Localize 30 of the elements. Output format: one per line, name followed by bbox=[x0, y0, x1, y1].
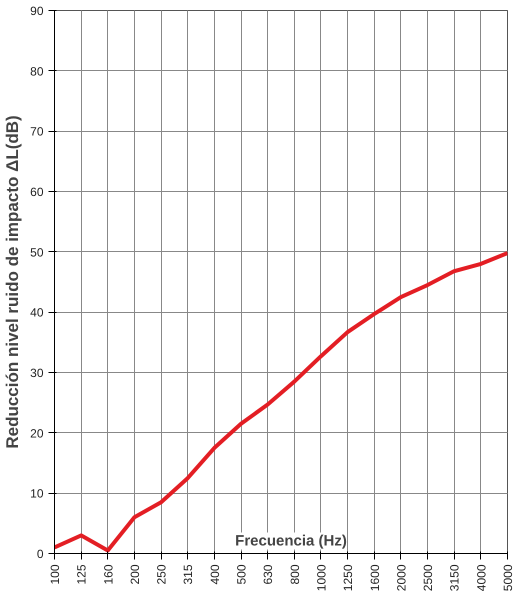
y-tick-label: 50 bbox=[30, 245, 44, 260]
y-tick-label: 40 bbox=[30, 306, 44, 320]
y-tick-label: 60 bbox=[30, 185, 44, 199]
x-tick-label: 125 bbox=[74, 564, 89, 585]
x-tick-label: 2000 bbox=[394, 564, 408, 592]
y-tick-label: 20 bbox=[30, 426, 44, 440]
x-tick-label: 1000 bbox=[314, 564, 328, 592]
y-tick-label: 70 bbox=[30, 124, 44, 139]
y-axis-title: Reducción nivel ruido de impacto ΔL(dB) bbox=[3, 115, 22, 449]
x-tick-label: 4000 bbox=[474, 564, 488, 592]
y-tick-label: 90 bbox=[30, 4, 44, 18]
x-tick-label: 400 bbox=[208, 564, 222, 585]
y-tick-label: 0 bbox=[36, 547, 44, 561]
x-tick-label: 2500 bbox=[421, 564, 436, 592]
x-tick-label: 250 bbox=[154, 564, 169, 585]
x-tick-label: 200 bbox=[128, 564, 142, 585]
x-tick-label: 500 bbox=[234, 564, 249, 585]
x-tick-label: 5000 bbox=[501, 564, 515, 592]
x-tick-label: 3150 bbox=[448, 564, 462, 592]
x-tick-label: 1600 bbox=[368, 564, 382, 592]
y-tick-label: 80 bbox=[30, 64, 44, 78]
x-tick-label: 800 bbox=[288, 564, 302, 585]
x-tick-label: 1250 bbox=[341, 564, 356, 592]
x-tick-label: 160 bbox=[101, 564, 116, 585]
x-tick-label: 630 bbox=[261, 564, 276, 585]
x-axis-title: Frecuencia (Hz) bbox=[235, 532, 347, 550]
y-tick-label: 10 bbox=[30, 486, 44, 501]
x-tick-label: 100 bbox=[48, 564, 62, 585]
x-tick-label: 315 bbox=[181, 564, 196, 585]
y-tick-label: 30 bbox=[30, 366, 44, 380]
